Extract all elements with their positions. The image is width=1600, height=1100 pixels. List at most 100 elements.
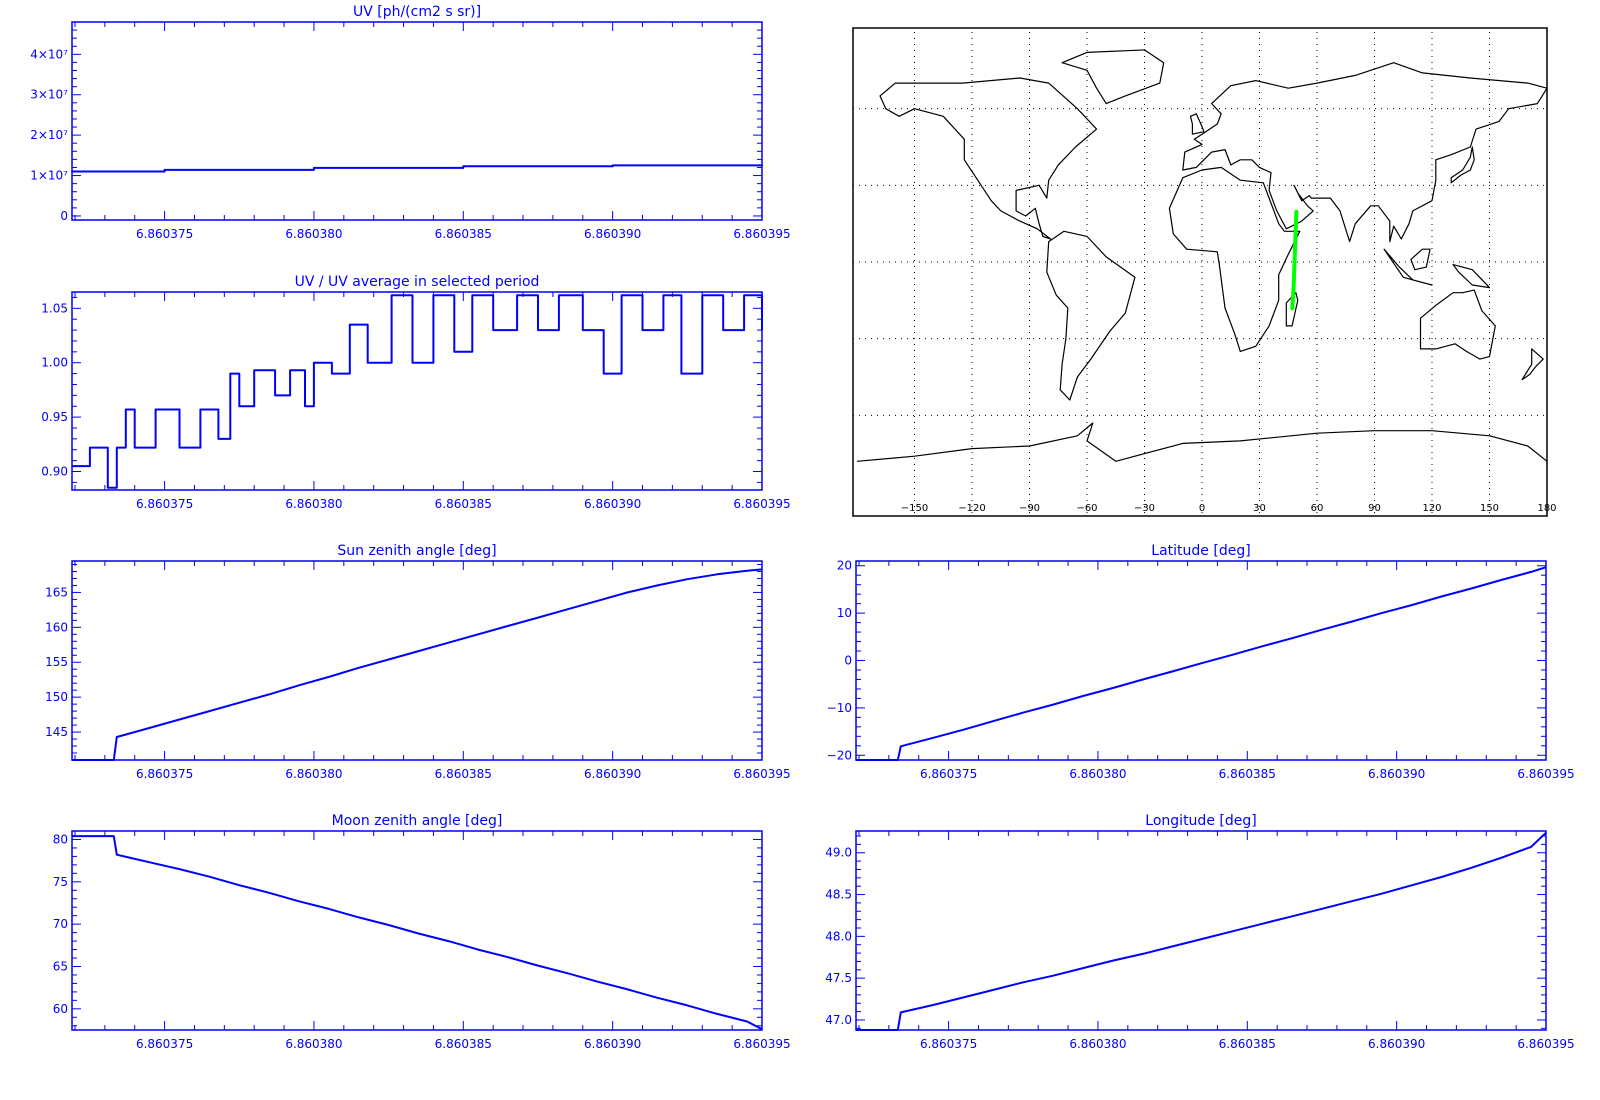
coastline-africa bbox=[1168, 166, 1301, 352]
coastline-greenland bbox=[1061, 49, 1165, 105]
x-tick-label: 6.860395 bbox=[733, 227, 790, 241]
y-tick-label: 0 bbox=[844, 654, 852, 668]
x-tick-label: 6.860385 bbox=[435, 227, 492, 241]
y-tick-label: 0.90 bbox=[41, 465, 68, 479]
y-tick-label: 1.05 bbox=[41, 301, 68, 315]
y-tick-label: 47.0 bbox=[825, 1013, 852, 1027]
chart-title: Latitude [deg] bbox=[1151, 543, 1250, 559]
y-tick-label: 1×10⁷ bbox=[30, 169, 68, 183]
lon-tick-label: −30 bbox=[1134, 503, 1155, 514]
y-tick-label: 150 bbox=[45, 690, 68, 704]
plot-frame bbox=[71, 560, 763, 761]
y-tick-label: 0 bbox=[60, 209, 68, 223]
series-line bbox=[72, 835, 763, 1031]
chart-title: Moon zenith angle [deg] bbox=[332, 813, 503, 829]
coastline-new-guinea bbox=[1452, 264, 1491, 289]
y-tick-label: 2×10⁷ bbox=[30, 128, 68, 142]
lon-tick-label: −60 bbox=[1076, 503, 1097, 514]
x-tick-label: 6.860395 bbox=[1517, 1037, 1574, 1051]
y-tick-label: 49.0 bbox=[825, 846, 852, 860]
y-tick-label: 0.95 bbox=[41, 410, 68, 424]
x-tick-label: 6.860375 bbox=[136, 227, 193, 241]
x-tick-label: 6.860380 bbox=[285, 497, 342, 511]
lon-tick-label: 90 bbox=[1368, 503, 1381, 514]
x-tick-label: 6.860375 bbox=[136, 1037, 193, 1051]
x-tick-label: 6.860395 bbox=[1517, 767, 1574, 781]
coastline-madagascar bbox=[1285, 292, 1299, 327]
lon-tick-label: 180 bbox=[1537, 503, 1556, 514]
moon-zenith-panel: Moon zenith angle [deg] 6.860375 6.860380 6… bbox=[53, 813, 791, 1051]
series-line bbox=[856, 831, 1547, 1031]
x-tick-label: 6.860385 bbox=[435, 767, 492, 781]
x-tick-label: 6.860375 bbox=[136, 767, 193, 781]
plot-frame bbox=[71, 21, 763, 221]
coastline-australia bbox=[1419, 289, 1496, 360]
coastline-uk bbox=[1189, 113, 1205, 135]
plot-frame bbox=[71, 830, 763, 1031]
uv-panel: UV [ph/(cm2 s sr)] 6.860375 6.860380 6.8603… bbox=[30, 4, 790, 241]
lon-tick-label: −90 bbox=[1019, 503, 1040, 514]
y-tick-label: 155 bbox=[45, 655, 68, 669]
series-line bbox=[72, 164, 763, 173]
coastline-north-america bbox=[879, 77, 1098, 240]
y-tick-label: 4×10⁷ bbox=[30, 47, 68, 61]
longitude-panel: Longitude [deg] 6.860375 6.860380 6.860385 6… bbox=[825, 813, 1574, 1051]
latitude-panel: Latitude [deg] 6.860375 6.860380 6.860385 6.… bbox=[827, 543, 1575, 781]
x-tick-label: 6.860395 bbox=[733, 767, 790, 781]
lon-tick-label: 60 bbox=[1311, 503, 1324, 514]
x-tick-label: 6.860390 bbox=[1368, 1037, 1425, 1051]
x-tick-label: 6.860390 bbox=[584, 227, 641, 241]
coastline-antarctica bbox=[856, 422, 1548, 462]
x-tick-label: 6.860385 bbox=[1219, 767, 1276, 781]
coastline-indonesia bbox=[1383, 248, 1433, 286]
world-map-panel: −150 −120 −90 −60 −30 0 30 60 90 120 150 180 bbox=[852, 27, 1557, 517]
series-line bbox=[72, 568, 763, 761]
x-tick-label: 6.860390 bbox=[1368, 767, 1425, 781]
y-tick-label: 80 bbox=[53, 832, 68, 846]
coastline-borneo bbox=[1410, 248, 1431, 271]
x-tick-label: 6.860385 bbox=[435, 497, 492, 511]
map-frame bbox=[852, 27, 1548, 517]
lon-tick-label: 120 bbox=[1422, 503, 1441, 514]
lon-tick-label: −150 bbox=[901, 503, 928, 514]
chart-title: Sun zenith angle [deg] bbox=[337, 543, 496, 559]
x-tick-label: 6.860380 bbox=[285, 1037, 342, 1051]
x-tick-label: 6.860380 bbox=[1069, 767, 1126, 781]
y-tick-label: 60 bbox=[53, 1002, 68, 1016]
plot-frame bbox=[855, 830, 1547, 1031]
y-tick-label: 65 bbox=[53, 959, 68, 973]
x-tick-label: 6.860375 bbox=[920, 1037, 977, 1051]
chart-title: UV [ph/(cm2 s sr)] bbox=[353, 4, 481, 20]
lon-tick-label: 0 bbox=[1199, 503, 1205, 514]
coastline-new-zealand bbox=[1521, 348, 1544, 381]
x-tick-label: 6.860375 bbox=[920, 767, 977, 781]
y-tick-label: −10 bbox=[827, 701, 852, 715]
coastline-japan bbox=[1450, 146, 1475, 184]
x-tick-label: 6.860385 bbox=[435, 1037, 492, 1051]
coastline-eurasia bbox=[1182, 62, 1548, 243]
y-tick-label: −20 bbox=[827, 748, 852, 762]
sun-zenith-panel: Sun zenith angle [deg] 6.860375 6.860380 6.… bbox=[45, 543, 791, 781]
x-tick-label: 6.860390 bbox=[584, 1037, 641, 1051]
y-tick-label: 70 bbox=[53, 917, 68, 931]
x-tick-label: 6.860390 bbox=[584, 767, 641, 781]
lon-tick-label: 150 bbox=[1480, 503, 1499, 514]
series-line bbox=[72, 294, 763, 489]
plot-frame bbox=[71, 291, 763, 491]
x-tick-label: 6.860375 bbox=[136, 497, 193, 511]
y-tick-label: 165 bbox=[45, 585, 68, 599]
x-tick-label: 6.860380 bbox=[1069, 1037, 1126, 1051]
x-tick-label: 6.860385 bbox=[1219, 1037, 1276, 1051]
lon-tick-label: 30 bbox=[1253, 503, 1266, 514]
y-tick-label: 10 bbox=[837, 606, 852, 620]
chart-title: Longitude [deg] bbox=[1145, 813, 1256, 829]
y-tick-label: 1.00 bbox=[41, 356, 68, 370]
x-tick-label: 6.860390 bbox=[584, 497, 641, 511]
x-tick-label: 6.860380 bbox=[285, 767, 342, 781]
y-tick-label: 75 bbox=[53, 875, 68, 889]
y-tick-label: 160 bbox=[45, 620, 68, 634]
y-tick-label: 20 bbox=[837, 559, 852, 573]
x-tick-label: 6.860380 bbox=[285, 227, 342, 241]
y-tick-label: 145 bbox=[45, 725, 68, 739]
